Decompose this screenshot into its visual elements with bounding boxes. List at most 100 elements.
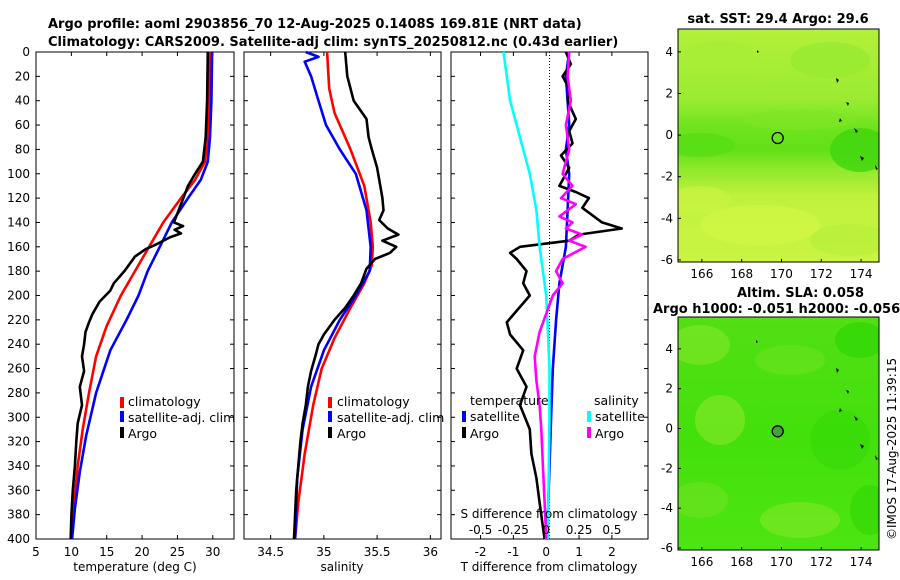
depth-tick-label: 300 [7,410,30,424]
legend-label-argo: Argo [337,426,366,441]
map-y-tick-label: 4 [665,342,673,356]
salinity-axes-box [243,51,442,540]
sst-patch [678,186,730,214]
difference-legend: temperature satellite Argo salinity sate… [462,393,645,441]
legend-title-temperature: temperature [470,393,549,408]
sla-map-panel: Altim. SLA: 0.058 Argo h1000: -0.051 h20… [653,286,900,569]
map-x-tick-label: 172 [810,555,833,569]
map-y-tick-label: -4 [661,501,673,515]
sst-map-field [678,29,879,262]
figure-title-line1: Argo profile: aoml 2903856_70 12-Aug-202… [48,17,582,32]
sst-patch [700,205,820,245]
top-tick-label: 0.25 [566,523,593,537]
sst-map-panel: sat. SST: 29.4 Argo: 29.6 166 168 170 172 17… [661,12,880,281]
sst-patch [790,42,870,78]
legend-swatch-climatology [120,397,124,408]
map-y-tick-label: -2 [661,461,673,475]
depth-tick-label: 200 [7,289,30,303]
depth-tick-label: 140 [7,215,30,229]
map-y-tick-label: 0 [665,128,673,142]
sst-patch [810,224,879,256]
depth-tick-label: 320 [7,435,30,449]
legend-label-satellite: satellite-adj. clim [337,410,444,425]
map-y-tick-label: 4 [665,45,673,59]
sst-patch [830,128,879,172]
map-y-tick-label: -6 [661,541,673,555]
difference-top-ticks: -0.5 -0.25 0 0.25 0.5 [469,523,622,537]
depth-tick-label: 160 [7,240,30,254]
sla-patch [850,485,879,535]
legend-title-salinity: salinity [594,393,639,408]
difference-series [502,51,624,540]
series-line-satellite-adj-clim [70,51,214,540]
sst-map-axes-box [677,28,880,263]
x-tick-label: -2 [475,545,487,559]
sla-map-ticks: 166 168 170 172 174 4 2 0 -2 -4 -6 [661,342,873,569]
sla-map-axes-box [677,316,880,551]
x-tick-label: 10 [64,545,79,559]
temperature-panel: 0204060801001201401601802002202402602803… [7,45,648,574]
legend-label-climatology: climatology [337,394,410,409]
depth-tick-label: 20 [15,69,30,83]
x-tick-label: 0 [542,545,550,559]
figure-title-line2: Climatology: CARS2009. Satellite-adj cli… [48,35,618,50]
legend-swatch-sal-satellite [587,411,591,422]
series-line-salinity-argo [533,51,587,540]
x-tick-label: 34.5 [257,545,284,559]
series-line-salinity-satellite [502,51,551,540]
sla-map-title-line2: Argo h1000: -0.051 h2000: -0.056 [653,302,900,317]
salinity-x-ticks: 34.5 35 35.5 36 [257,52,438,559]
x-tick-label: 35 [316,545,331,559]
sla-patch [755,345,825,375]
series-line-climatology [293,51,375,540]
difference-xlabel: T difference from climatology [460,560,638,574]
depth-tick-label: 100 [7,167,30,181]
legend-swatch-argo [120,427,124,438]
legend-swatch-temp-satellite [462,411,466,422]
depth-tick-label: 120 [7,191,30,205]
map-x-tick-label: 168 [730,267,753,281]
depth-tick-label: 380 [7,508,30,522]
map-x-tick-label: 170 [770,555,793,569]
x-tick-label: 5 [32,545,40,559]
legend-swatch-argo [328,427,332,438]
map-y-tick-label: -2 [661,170,673,184]
sla-patch [760,502,840,538]
series-line-climatology [70,51,212,540]
difference-x-ticks: -2 -1 0 1 2 [475,52,616,559]
sla-patch [835,322,879,358]
difference-top-axis-label: S difference from climatology [461,507,638,521]
top-tick-label: 0 [542,523,550,537]
map-y-tick-label: 0 [665,422,673,436]
depth-tick-label: 340 [7,459,30,473]
depth-tick-label: 40 [15,94,30,108]
x-tick-label: 20 [134,545,149,559]
legend-swatch-sal-argo [587,427,591,438]
depth-tick-label: 240 [7,337,30,351]
legend-label-climatology: climatology [128,394,201,409]
map-x-tick-label: 168 [730,555,753,569]
top-tick-label: -0.5 [469,523,492,537]
map-x-tick-label: 166 [690,555,713,569]
map-y-tick-label: -4 [661,211,673,225]
map-x-tick-label: 170 [770,267,793,281]
difference-panel: -2 -1 0 1 2 S difference from climatology -0… [450,51,649,574]
legend-label-argo: Argo [128,426,157,441]
salinity-xlabel: salinity [320,560,363,574]
legend-label-temp-satellite: satellite [470,409,520,424]
x-tick-label: 30 [205,545,220,559]
sst-patch [678,133,735,157]
depth-ticks: 0 20 40 60 80 100 120 140 160 180 200 220 240 260 280 3… [7,45,648,546]
map-x-tick-label: 166 [690,267,713,281]
x-tick-label: 36 [423,545,438,559]
legend-label-temp-argo: Argo [470,426,499,441]
sst-patch [686,41,754,69]
sst-map-title: sat. SST: 29.4 Argo: 29.6 [687,12,868,27]
depth-tick-label: 360 [7,483,30,497]
salinity-series [292,50,400,540]
x-tick-label: -1 [507,545,519,559]
sla-patch [678,482,728,518]
legend-swatch-temp-argo [462,427,466,438]
sla-patch [678,325,730,365]
